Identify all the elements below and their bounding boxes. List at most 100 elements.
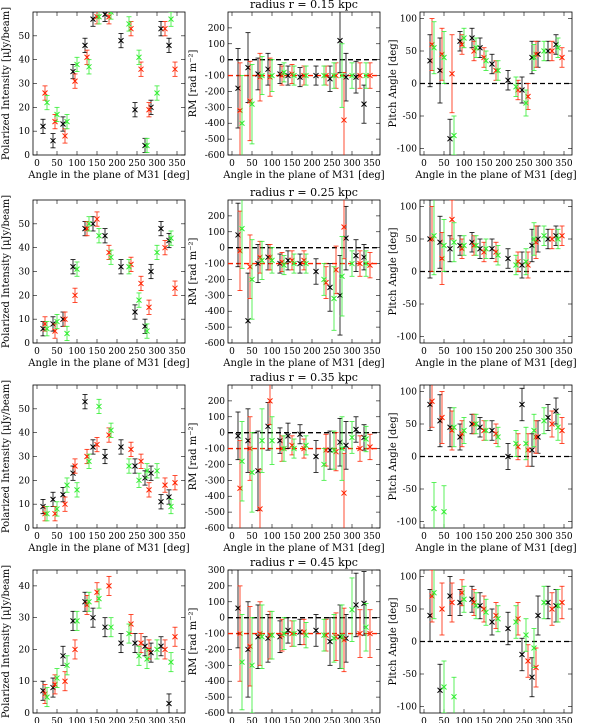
y-tick-label: -100 [205,630,225,640]
data-point [513,440,519,447]
data-point [441,242,447,249]
data-point [168,235,174,241]
data-point [339,72,345,79]
data-point [259,257,265,264]
data-point [118,37,124,44]
data-point [313,268,319,275]
y-axis-label: RM [rad m⁻²] [188,237,199,305]
data-point [331,447,337,453]
plot-frame [32,11,186,156]
data-point [96,595,102,602]
data-point [531,645,537,651]
data-point [281,69,287,76]
data-point [172,479,178,486]
data-point [162,25,168,32]
data-point [441,508,447,515]
row-title: radius r = 0.25 kpc [250,186,358,199]
y-tick-label: -100 [397,333,417,343]
plot-area [228,570,380,713]
x-tick-label: 250 [128,532,145,542]
data-point [62,678,68,685]
x-tick-label: 250 [323,347,340,357]
data-point [541,232,547,239]
data-point [166,700,172,707]
y-axis-label: Pitch Angle [deg] [388,597,399,685]
y-tick-label: 30 [19,614,31,624]
data-point [349,606,355,613]
data-point [94,216,100,222]
data-point [353,426,359,433]
x-tick-label: 100 [263,532,280,542]
x-tick-label: 350 [363,159,380,169]
x-tick-label: 350 [168,717,185,723]
data-point [519,651,525,658]
x-tick-label: 50 [438,347,450,357]
data-point [349,434,355,441]
x-tick-label: 150 [475,347,492,357]
data-point [505,625,511,632]
data-point [303,632,309,638]
y-tick-label: 30 [19,80,31,90]
data-point [357,72,363,79]
data-point [42,90,48,96]
data-point [559,54,565,61]
data-point [146,106,152,113]
data-point [313,72,319,79]
data-point [84,54,90,61]
y-tick-label: -600 [205,709,225,719]
plot-area [420,18,572,155]
y-tick-label: 50 [406,235,418,245]
y-tick-label: -100 [397,518,417,528]
data-point [90,614,96,621]
data-point [505,453,511,460]
data-point [108,254,114,261]
data-point [447,135,453,142]
x-tick-label: 100 [263,159,280,169]
data-point [523,632,529,638]
data-point [483,427,489,434]
data-point [441,684,447,690]
x-tick-label: 50 [51,717,63,723]
data-point [64,662,70,669]
x-tick-label: 0 [34,159,40,169]
data-point [555,44,561,51]
y-axis-label: Pitch Angle [deg] [388,412,399,500]
data-point [148,268,154,275]
x-tick-label: 200 [495,347,512,357]
x-tick-label: 100 [263,717,280,723]
y-tick-label: -50 [403,485,418,495]
data-point [249,662,255,669]
data-point [291,630,297,637]
y-tick-label: 40 [19,56,31,66]
x-tick-label: 350 [168,532,185,542]
data-point [341,117,347,123]
data-point [146,304,152,311]
data-point [74,266,80,272]
y-tick-label: 200 [208,212,225,222]
data-point [541,599,547,606]
data-point [54,506,60,512]
x-tick-label: 100 [455,532,472,542]
x-tick-label: 300 [535,347,552,357]
x-tick-label: 300 [148,159,165,169]
x-tick-label: 200 [495,159,512,169]
data-point [357,445,363,452]
x-axis-label: Angle in the plane of M31 [deg] [27,358,189,369]
series-red [429,18,565,114]
data-point [285,432,291,439]
data-point [531,427,537,434]
y-axis-label: Polarized Intensity [μJy/beam] [1,195,12,348]
data-point [431,232,437,239]
data-point [321,72,327,79]
data-point [54,675,60,681]
x-tick-label: 250 [323,159,340,169]
data-point [126,21,132,27]
data-point [519,401,525,408]
data-point [449,70,455,77]
y-tick-label: 10 [19,127,31,137]
data-point [357,630,363,637]
